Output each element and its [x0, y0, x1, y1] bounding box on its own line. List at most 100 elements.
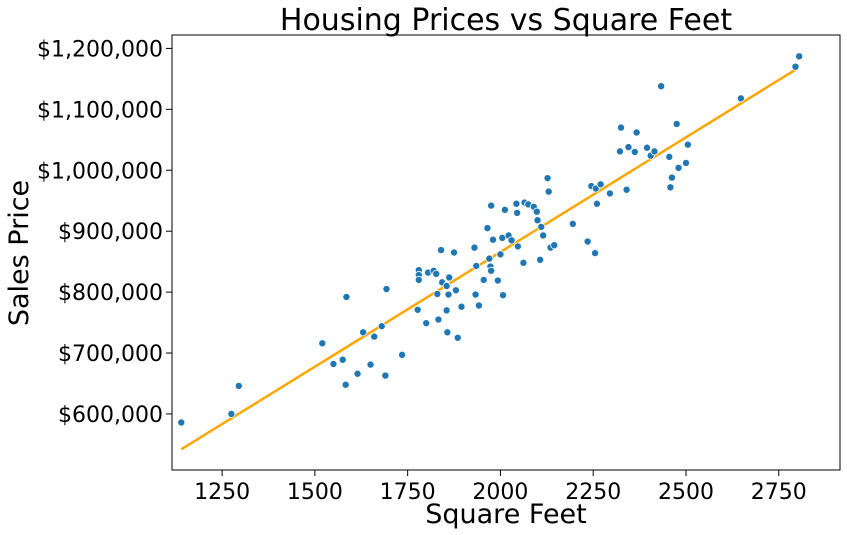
data-point — [489, 235, 498, 244]
data-point — [500, 205, 509, 214]
data-point — [592, 199, 601, 208]
data-point — [471, 290, 480, 299]
data-point — [443, 328, 452, 337]
scatter-points — [177, 52, 804, 427]
data-point — [617, 123, 626, 132]
data-point — [329, 359, 338, 368]
data-point — [472, 261, 481, 270]
data-point — [227, 409, 236, 418]
data-point — [630, 147, 639, 156]
y-tick-label: $1,200,000 — [37, 37, 163, 62]
y-tick-label: $700,000 — [58, 342, 163, 367]
data-point — [513, 208, 522, 217]
data-point — [341, 380, 350, 389]
data-point — [543, 174, 552, 183]
data-point — [736, 94, 745, 103]
data-point — [445, 273, 454, 282]
data-point — [666, 183, 675, 192]
x-tick-label: 1750 — [380, 480, 436, 505]
data-point — [533, 216, 542, 225]
data-point — [433, 289, 442, 298]
data-point — [434, 315, 443, 324]
data-point — [591, 249, 600, 258]
x-tick-label: 2500 — [658, 480, 714, 505]
data-point — [353, 369, 362, 378]
x-axis-title: Square Feet — [425, 499, 587, 530]
y-axis-title: Sales Price — [4, 180, 35, 326]
data-point — [432, 269, 441, 278]
data-point — [377, 322, 386, 331]
data-point — [487, 201, 496, 210]
data-point — [532, 207, 541, 216]
data-point — [450, 248, 459, 257]
data-point — [650, 147, 659, 156]
data-point — [672, 119, 681, 128]
chart-title: Housing Prices vs Square Feet — [280, 3, 732, 38]
data-point — [499, 291, 508, 300]
data-point — [382, 285, 391, 294]
data-point — [413, 305, 422, 314]
data-point — [537, 222, 546, 231]
data-point — [487, 266, 496, 275]
data-point — [507, 236, 516, 245]
x-tick-label: 2750 — [751, 480, 807, 505]
data-point — [513, 242, 522, 251]
y-tick-label: $600,000 — [58, 403, 163, 428]
data-point — [342, 292, 351, 301]
data-point — [442, 282, 451, 291]
x-tick-label: 1250 — [194, 480, 250, 505]
data-point — [414, 275, 423, 284]
data-point — [512, 199, 521, 208]
data-point — [442, 306, 451, 315]
data-point — [536, 255, 545, 264]
data-point — [453, 333, 462, 342]
data-point — [444, 290, 453, 299]
data-point — [370, 332, 379, 341]
y-tick-label: $800,000 — [58, 281, 163, 306]
data-point — [683, 140, 692, 149]
data-point — [318, 339, 327, 348]
data-point — [665, 152, 674, 161]
plot-frame — [171, 34, 841, 471]
x-axis-ticks: 1250 1500 1750 2000 2250 2500 2750 — [194, 470, 807, 505]
data-point — [791, 62, 800, 71]
data-point — [681, 158, 690, 167]
data-point — [493, 276, 502, 285]
data-point — [457, 302, 466, 311]
data-point — [437, 246, 446, 255]
data-point — [451, 286, 460, 295]
data-point — [474, 301, 483, 310]
y-tick-label: $1,000,000 — [37, 159, 163, 184]
data-point — [479, 275, 488, 284]
x-tick-label: 1500 — [287, 480, 343, 505]
data-point — [234, 381, 243, 390]
data-point — [583, 237, 592, 246]
y-axis-ticks: $600,000 $700,000 $800,000 $900,000 $1,000,0… — [37, 37, 172, 428]
data-point — [519, 258, 528, 267]
data-point — [398, 350, 407, 359]
data-point — [624, 143, 633, 152]
data-point — [177, 418, 186, 427]
data-point — [605, 189, 614, 198]
data-point — [381, 371, 390, 380]
data-point — [483, 224, 492, 233]
data-point — [657, 82, 666, 91]
data-point — [544, 187, 553, 196]
data-point — [470, 243, 479, 252]
data-point — [496, 250, 505, 259]
y-tick-label: $1,100,000 — [37, 98, 163, 123]
data-point — [674, 163, 683, 172]
x-tick-label: 2250 — [565, 480, 621, 505]
data-point — [359, 328, 368, 337]
data-point — [366, 360, 375, 369]
data-point — [422, 319, 431, 328]
data-point — [667, 173, 676, 182]
y-tick-label: $900,000 — [58, 220, 163, 245]
x-tick-label: 2000 — [472, 480, 528, 505]
data-point — [568, 219, 577, 228]
data-point — [539, 231, 548, 240]
data-point — [643, 143, 652, 152]
data-point — [622, 185, 631, 194]
data-point — [485, 254, 494, 263]
